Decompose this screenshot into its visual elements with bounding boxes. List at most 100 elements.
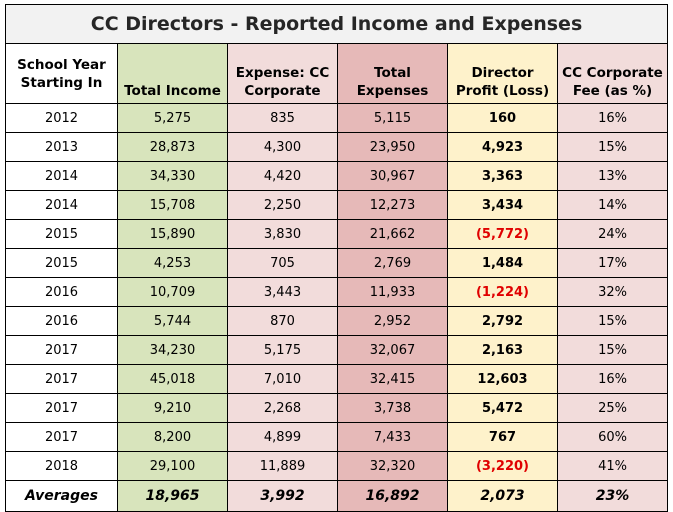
cell-total-expenses: 30,967 — [337, 161, 448, 191]
cell-total-income: 9,210 — [117, 393, 228, 423]
cell-cc-corporate-fee: 16% — [556, 103, 669, 133]
table-row: 2013 28,873 4,300 23,950 4,923 15% — [5, 132, 669, 162]
cell-total-expenses: 23,950 — [337, 132, 448, 162]
cell-total-income: 15,708 — [117, 190, 228, 220]
cell-expense-cc-corporate: 3,443 — [227, 277, 338, 307]
avg-director-profit: 2,073 — [447, 480, 558, 512]
cell-expense-cc-corporate: 11,889 — [227, 451, 338, 481]
cell-total-income: 4,253 — [117, 248, 228, 278]
cell-cc-corporate-fee: 13% — [556, 161, 669, 191]
cell-total-expenses: 32,067 — [337, 335, 448, 365]
table-row: 2017 8,200 4,899 7,433 767 60% — [5, 422, 669, 452]
header-expense-cc-corporate: Expense: CC Corporate — [227, 43, 338, 104]
cell-cc-corporate-fee: 15% — [556, 132, 669, 162]
cell-director-profit: 12,603 — [447, 364, 558, 394]
avg-expense-cc-corporate: 3,992 — [227, 480, 338, 512]
cell-total-income: 5,275 — [117, 103, 228, 133]
cell-cc-corporate-fee: 25% — [556, 393, 669, 423]
header-total-expenses: Total Expenses — [337, 43, 448, 104]
cell-total-expenses: 2,952 — [337, 306, 448, 336]
table-row: 2014 15,708 2,250 12,273 3,434 14% — [5, 190, 669, 220]
cell-cc-corporate-fee: 16% — [556, 364, 669, 394]
sheet: CC Directors - Reported Income and Expen… — [4, 4, 669, 512]
cell-director-profit: 767 — [447, 422, 558, 452]
cell-total-expenses: 32,320 — [337, 451, 448, 481]
table-title: CC Directors - Reported Income and Expen… — [4, 4, 669, 44]
header-director-profit: Director Profit (Loss) — [447, 43, 558, 104]
cell-year: 2017 — [5, 335, 118, 365]
table-row: 2017 9,210 2,268 3,738 5,472 25% — [5, 393, 669, 423]
cell-director-profit: 2,163 — [447, 335, 558, 365]
cell-director-profit: (1,224) — [447, 277, 558, 307]
cell-total-income: 29,100 — [117, 451, 228, 481]
cell-expense-cc-corporate: 7,010 — [227, 364, 338, 394]
cell-year: 2015 — [5, 219, 118, 249]
avg-total-income: 18,965 — [117, 480, 228, 512]
cell-cc-corporate-fee: 24% — [556, 219, 669, 249]
cell-total-expenses: 11,933 — [337, 277, 448, 307]
income-expense-table: CC Directors - Reported Income and Expen… — [4, 4, 669, 512]
cell-director-profit: (5,772) — [447, 219, 558, 249]
table-row: 2017 45,018 7,010 32,415 12,603 16% — [5, 364, 669, 394]
table-row: 2015 15,890 3,830 21,662 (5,772) 24% — [5, 219, 669, 249]
table-row: 2015 4,253 705 2,769 1,484 17% — [5, 248, 669, 278]
cell-expense-cc-corporate: 2,268 — [227, 393, 338, 423]
averages-label: Averages — [5, 480, 118, 512]
table-row: 2016 5,744 870 2,952 2,792 15% — [5, 306, 669, 336]
averages-row: Averages 18,965 3,992 16,892 2,073 23% — [5, 480, 669, 512]
cell-expense-cc-corporate: 705 — [227, 248, 338, 278]
table-row: 2014 34,330 4,420 30,967 3,363 13% — [5, 161, 669, 191]
cell-total-expenses: 7,433 — [337, 422, 448, 452]
cell-cc-corporate-fee: 32% — [556, 277, 669, 307]
cell-cc-corporate-fee: 15% — [556, 306, 669, 336]
cell-expense-cc-corporate: 4,420 — [227, 161, 338, 191]
table-row: 2016 10,709 3,443 11,933 (1,224) 32% — [5, 277, 669, 307]
cell-year: 2017 — [5, 364, 118, 394]
cell-year: 2017 — [5, 393, 118, 423]
cell-cc-corporate-fee: 60% — [556, 422, 669, 452]
header-cc-corporate-fee: CC Corporate Fee (as %) — [556, 43, 669, 104]
cell-total-income: 34,330 — [117, 161, 228, 191]
cell-director-profit: 3,434 — [447, 190, 558, 220]
avg-cc-corporate-fee: 23% — [556, 480, 669, 512]
cell-total-income: 28,873 — [117, 132, 228, 162]
cell-cc-corporate-fee: 17% — [556, 248, 669, 278]
cell-expense-cc-corporate: 4,300 — [227, 132, 338, 162]
cell-director-profit: 5,472 — [447, 393, 558, 423]
cell-director-profit: 4,923 — [447, 132, 558, 162]
cell-director-profit: 1,484 — [447, 248, 558, 278]
cell-year: 2014 — [5, 190, 118, 220]
cell-year: 2013 — [5, 132, 118, 162]
header-total-income: Total Income — [117, 43, 228, 104]
cell-total-expenses: 21,662 — [337, 219, 448, 249]
cell-total-expenses: 5,115 — [337, 103, 448, 133]
cell-total-income: 15,890 — [117, 219, 228, 249]
cell-expense-cc-corporate: 5,175 — [227, 335, 338, 365]
cell-total-income: 10,709 — [117, 277, 228, 307]
cell-total-income: 34,230 — [117, 335, 228, 365]
cell-year: 2014 — [5, 161, 118, 191]
cell-year: 2012 — [5, 103, 118, 133]
header-row: School Year Starting In Total Income Exp… — [5, 43, 669, 104]
cell-total-income: 5,744 — [117, 306, 228, 336]
cell-expense-cc-corporate: 2,250 — [227, 190, 338, 220]
table-row: 2012 5,275 835 5,115 160 16% — [5, 103, 669, 133]
cell-director-profit: (3,220) — [447, 451, 558, 481]
header-school-year: School Year Starting In — [5, 43, 118, 104]
cell-director-profit: 160 — [447, 103, 558, 133]
table-row: 2018 29,100 11,889 32,320 (3,220) 41% — [5, 451, 669, 481]
cell-total-expenses: 12,273 — [337, 190, 448, 220]
cell-total-income: 45,018 — [117, 364, 228, 394]
avg-total-expenses: 16,892 — [337, 480, 448, 512]
cell-total-expenses: 32,415 — [337, 364, 448, 394]
cell-expense-cc-corporate: 4,899 — [227, 422, 338, 452]
cell-year: 2018 — [5, 451, 118, 481]
cell-total-income: 8,200 — [117, 422, 228, 452]
cell-year: 2016 — [5, 306, 118, 336]
table-row: 2017 34,230 5,175 32,067 2,163 15% — [5, 335, 669, 365]
cell-director-profit: 3,363 — [447, 161, 558, 191]
cell-cc-corporate-fee: 14% — [556, 190, 669, 220]
cell-expense-cc-corporate: 835 — [227, 103, 338, 133]
cell-cc-corporate-fee: 41% — [556, 451, 669, 481]
cell-year: 2017 — [5, 422, 118, 452]
